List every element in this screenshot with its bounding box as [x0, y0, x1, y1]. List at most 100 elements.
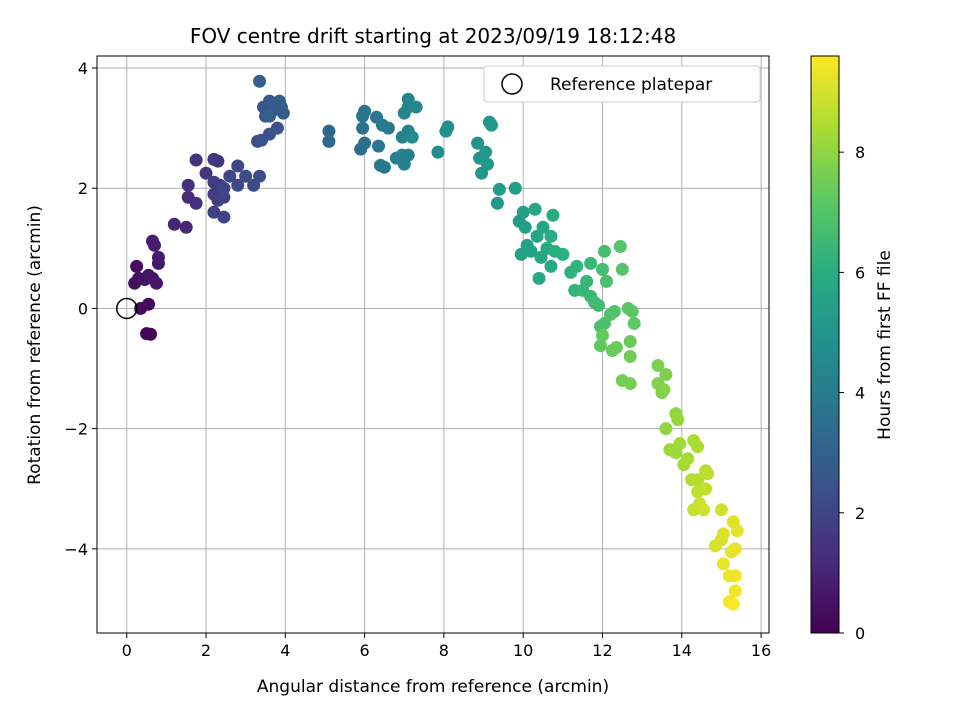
data-point — [671, 413, 685, 427]
data-point — [322, 134, 336, 148]
legend-entry-reference: Reference platepar — [550, 75, 712, 95]
data-point — [223, 169, 237, 183]
data-point — [322, 124, 336, 138]
data-point — [728, 542, 742, 556]
data-point — [471, 136, 485, 150]
data-point — [371, 139, 385, 153]
data-point — [714, 503, 728, 517]
data-point — [544, 229, 558, 243]
data-point — [697, 503, 711, 517]
data-point — [659, 368, 673, 382]
data-point — [528, 202, 542, 216]
data-point — [490, 196, 504, 210]
data-point — [179, 220, 193, 234]
data-point — [211, 154, 225, 168]
plot-area-frame — [96, 55, 770, 634]
data-point — [167, 217, 181, 231]
colorbar: 0 2 4 6 8 Hours from first FF file — [810, 55, 895, 643]
data-point — [262, 109, 276, 123]
data-point — [181, 178, 195, 192]
data-point — [524, 244, 538, 258]
data-point — [623, 350, 637, 364]
data-point — [253, 169, 267, 183]
data-point — [623, 377, 637, 391]
x-axis-ticks: 0 2 4 6 8 10 12 14 16 — [122, 633, 771, 660]
data-point — [584, 256, 598, 270]
data-point — [128, 276, 142, 290]
data-point — [270, 121, 284, 135]
data-point — [441, 120, 455, 134]
data-point — [508, 181, 522, 195]
x-tick-label: 4 — [280, 641, 290, 660]
data-point — [556, 247, 570, 261]
data-point — [691, 473, 705, 487]
data-point — [716, 557, 730, 571]
data-point — [492, 182, 506, 196]
data-point — [613, 240, 627, 254]
data-point — [728, 569, 742, 583]
legend: Reference platepar — [483, 65, 761, 103]
data-point — [358, 104, 372, 118]
data-point — [518, 220, 532, 234]
data-point — [207, 205, 221, 219]
data-point — [599, 274, 613, 288]
x-tick-label: 16 — [751, 641, 771, 660]
reference-point — [115, 297, 138, 320]
data-point — [401, 92, 415, 106]
data-point — [377, 160, 391, 174]
data-point — [231, 159, 245, 173]
data-point — [239, 169, 253, 183]
colorbar-tick-label: 0 — [855, 624, 865, 643]
data-point — [484, 118, 498, 132]
data-point — [544, 259, 558, 273]
data-point — [231, 178, 245, 192]
y-axis-ticks: −4 −2 0 2 4 — [64, 59, 97, 559]
data-point — [627, 316, 641, 330]
x-axis-label: Angular distance from reference (arcmin) — [257, 677, 609, 697]
x-tick-label: 2 — [201, 641, 211, 660]
data-point — [570, 259, 584, 273]
data-point — [217, 181, 231, 195]
data-point — [580, 274, 594, 288]
data-point — [681, 452, 695, 466]
data-point — [716, 527, 730, 541]
data-point — [607, 304, 621, 318]
data-point — [546, 208, 560, 222]
data-point — [673, 437, 687, 451]
reference-marker — [115, 297, 138, 320]
data-point — [532, 271, 546, 285]
colorbar-gradient — [810, 55, 840, 634]
grid-lines — [97, 56, 769, 633]
data-point — [358, 136, 372, 150]
data-point — [701, 467, 715, 481]
x-tick-label: 0 — [122, 641, 132, 660]
data-point — [479, 145, 493, 159]
data-point — [625, 304, 639, 318]
data-point — [726, 597, 740, 611]
data-point — [189, 153, 203, 167]
data-point — [149, 276, 163, 290]
x-tick-label: 12 — [592, 641, 612, 660]
data-point — [481, 157, 495, 171]
y-axis-label: Rotation from reference (arcmin) — [25, 205, 45, 485]
data-point — [405, 130, 419, 144]
data-point — [217, 210, 231, 224]
y-tick-label: 4 — [78, 59, 88, 78]
data-point — [691, 440, 705, 454]
data-point — [536, 220, 550, 234]
data-point — [594, 339, 608, 353]
data-point — [699, 482, 713, 496]
data-point — [217, 190, 231, 204]
x-tick-label: 6 — [360, 641, 370, 660]
data-point — [657, 383, 671, 397]
data-point — [659, 422, 673, 436]
data-point — [730, 524, 744, 538]
data-point — [623, 334, 637, 348]
data-point — [381, 121, 395, 135]
y-tick-label: −4 — [64, 540, 88, 559]
x-tick-label: 14 — [672, 641, 692, 660]
data-point — [615, 262, 629, 276]
data-point — [409, 100, 423, 114]
data-point — [401, 148, 415, 162]
data-point — [516, 205, 530, 219]
